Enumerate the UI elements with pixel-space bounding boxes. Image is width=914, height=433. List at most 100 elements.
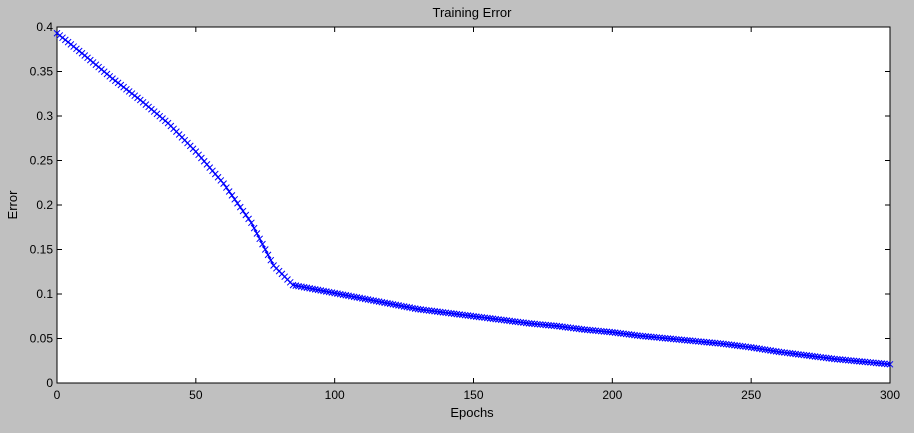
data-point-marker <box>628 331 636 339</box>
x-tick-label: 250 <box>741 388 761 402</box>
data-point-marker <box>639 332 647 340</box>
data-point-marker <box>234 199 241 207</box>
data-point-marker <box>611 329 619 336</box>
data-point-marker <box>664 335 672 342</box>
data-point-marker <box>414 305 422 313</box>
y-tick-label: 0.25 <box>30 154 54 168</box>
data-point-marker <box>820 354 827 361</box>
data-point-marker <box>856 358 863 365</box>
y-tick-label: 0.2 <box>36 198 53 212</box>
data-point-marker <box>225 188 233 195</box>
data-point-marker <box>756 345 763 353</box>
data-point-marker <box>847 357 855 364</box>
data-point-marker <box>733 342 741 349</box>
data-point-marker <box>464 312 472 319</box>
data-point-marker <box>231 195 239 203</box>
data-point-marker <box>647 333 655 341</box>
data-point-marker <box>600 328 608 335</box>
data-point-marker <box>603 328 611 336</box>
data-point-marker <box>825 354 833 362</box>
data-point-marker <box>867 359 874 366</box>
data-point-marker <box>597 327 605 335</box>
data-point-marker <box>745 343 752 351</box>
data-point-marker <box>786 349 794 357</box>
data-point-marker <box>420 306 427 314</box>
data-point-marker <box>500 316 508 324</box>
data-point-marker <box>456 311 463 318</box>
data-point-marker <box>592 327 600 335</box>
data-point-marker <box>442 309 450 317</box>
data-point-marker <box>808 352 816 360</box>
data-point-marker <box>489 315 497 323</box>
data-point-marker <box>250 224 258 232</box>
data-point-marker <box>467 312 475 320</box>
y-tick-label: 0.35 <box>30 65 54 79</box>
data-point-marker <box>248 219 255 227</box>
y-tick-label: 0.1 <box>36 287 53 301</box>
data-point-marker <box>553 322 561 330</box>
data-point-marker <box>722 340 730 348</box>
data-point-marker <box>886 360 894 368</box>
data-point-marker <box>869 359 877 367</box>
data-point-marker <box>558 323 566 331</box>
data-point-marker <box>844 356 852 364</box>
data-point-marker <box>447 310 455 317</box>
data-point-marker <box>692 337 699 345</box>
data-point-marker <box>717 340 724 347</box>
data-point-marker <box>878 360 886 367</box>
data-point-marker <box>781 349 788 356</box>
data-point-marker <box>731 341 738 349</box>
x-tick-label: 150 <box>463 388 483 402</box>
data-point-marker <box>236 203 244 211</box>
data-point-marker <box>495 316 502 323</box>
y-tick-label: 0 <box>46 376 53 390</box>
data-point-marker <box>492 315 500 323</box>
data-point-marker <box>661 334 669 342</box>
data-point-marker <box>259 240 266 248</box>
data-point-marker <box>497 316 505 324</box>
ticks-layer: 0 50 100 150 200 250 300 0 0.05 0.1 0.15 0.2 0.25 0.3… <box>30 20 901 402</box>
data-point-marker <box>450 310 458 318</box>
data-point-marker <box>564 324 572 331</box>
data-point-marker <box>436 308 444 316</box>
data-point-marker <box>728 341 736 349</box>
data-point-marker <box>767 347 774 354</box>
data-point-marker <box>431 307 438 315</box>
data-point-marker <box>534 320 541 328</box>
data-point-marker <box>720 340 727 348</box>
data-point-marker <box>459 311 466 319</box>
data-point-marker <box>261 246 269 253</box>
data-point-marker <box>220 180 227 187</box>
data-point-marker <box>681 336 688 344</box>
data-point-marker <box>708 339 716 347</box>
y-tick-label: 0.4 <box>36 20 53 34</box>
data-point-marker <box>514 318 522 326</box>
data-point-marker <box>667 335 674 343</box>
data-point-marker <box>267 256 275 264</box>
x-tick-label: 0 <box>54 388 61 402</box>
data-point-marker <box>631 331 638 339</box>
data-point-marker <box>703 338 711 346</box>
data-point-marker <box>614 329 622 337</box>
data-point-marker <box>742 343 749 351</box>
data-point-marker <box>783 349 791 357</box>
data-point-marker <box>434 308 441 315</box>
data-point-marker <box>503 317 511 324</box>
plot-area <box>56 26 891 384</box>
data-point-marker <box>539 321 547 329</box>
data-point-marker <box>689 337 697 345</box>
data-point-marker <box>550 322 558 330</box>
data-point-marker <box>686 337 694 344</box>
data-point-marker <box>842 356 849 364</box>
data-point-marker <box>772 348 780 355</box>
data-point-marker <box>561 323 569 331</box>
data-point-marker <box>475 313 483 321</box>
data-point-marker <box>775 348 783 356</box>
data-point-marker <box>850 357 858 365</box>
data-point-marker <box>581 326 588 333</box>
x-tick-label: 200 <box>602 388 622 402</box>
data-point-marker <box>472 313 480 320</box>
data-point-marker <box>239 207 247 215</box>
data-point-marker <box>839 356 847 364</box>
data-point-marker <box>883 360 891 368</box>
